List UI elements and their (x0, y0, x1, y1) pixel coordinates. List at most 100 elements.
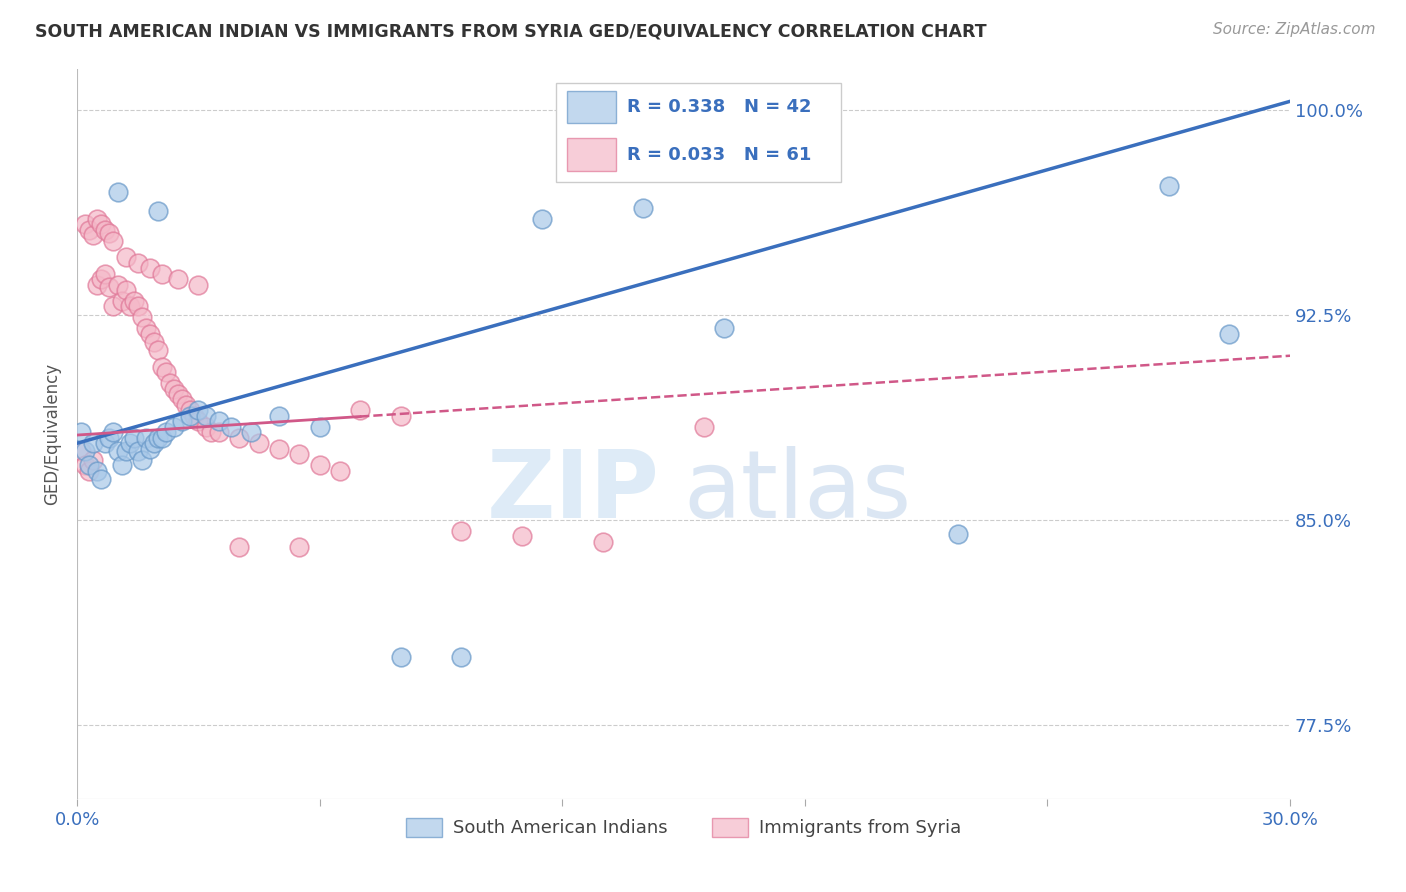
Point (107, 444, 129, 458)
Point (172, 414, 194, 428)
Point (450, 524, 472, 538)
Point (107, 185, 129, 199)
Point (122, 293, 145, 308)
Point (167, 272, 190, 286)
Point (948, 526, 970, 541)
Point (693, 420, 716, 434)
Point (163, 382, 186, 396)
Point (90, 472, 112, 486)
Point (122, 431, 145, 445)
Point (308, 420, 330, 434)
Point (70, 425, 93, 440)
Point (163, 420, 186, 434)
Point (247, 436, 270, 450)
Point (1218, 326, 1240, 341)
Point (450, 649, 472, 664)
Text: R = 0.033   N = 61: R = 0.033 N = 61 (627, 145, 811, 163)
Point (118, 300, 141, 314)
Point (114, 283, 136, 297)
Point (86, 277, 108, 292)
FancyBboxPatch shape (567, 138, 616, 170)
Legend: South American Indians, Immigrants from Syria: South American Indians, Immigrants from … (398, 811, 969, 845)
Point (155, 425, 177, 440)
Point (1157, 179, 1180, 194)
Point (228, 431, 250, 445)
Point (98, 226, 121, 240)
Point (98, 280, 121, 294)
Point (82, 228, 104, 243)
Point (200, 425, 222, 440)
Point (150, 267, 173, 281)
Point (219, 420, 242, 434)
Point (82, 452, 104, 467)
Point (103, 300, 125, 314)
Point (94, 436, 117, 450)
Point (329, 464, 352, 478)
Point (150, 431, 173, 445)
Point (207, 414, 229, 428)
Point (146, 431, 169, 445)
Point (159, 376, 181, 390)
Point (82, 436, 104, 450)
Point (77, 464, 100, 478)
Point (75, 444, 97, 458)
Point (389, 409, 412, 423)
Text: SOUTH AMERICAN INDIAN VS IMMIGRANTS FROM SYRIA GED/EQUIVALENCY CORRELATION CHART: SOUTH AMERICAN INDIAN VS IMMIGRANTS FROM… (35, 22, 987, 40)
Point (75, 458, 97, 472)
Point (118, 436, 141, 450)
Point (86, 211, 108, 226)
Point (77, 458, 100, 472)
Point (187, 414, 209, 428)
Point (103, 234, 125, 248)
Point (142, 436, 165, 450)
Point (510, 529, 533, 543)
Point (288, 447, 311, 461)
Point (139, 326, 162, 341)
Point (142, 334, 165, 349)
Point (592, 534, 614, 549)
Text: Source: ZipAtlas.com: Source: ZipAtlas.com (1212, 22, 1375, 37)
Point (631, 201, 654, 215)
FancyBboxPatch shape (557, 83, 841, 182)
Point (172, 392, 194, 407)
Point (146, 203, 169, 218)
Point (114, 444, 136, 458)
Point (127, 256, 149, 270)
Point (269, 442, 291, 456)
Point (77, 223, 100, 237)
Point (228, 540, 250, 554)
Point (90, 218, 112, 232)
Point (167, 387, 190, 401)
Point (90, 272, 112, 286)
Point (131, 310, 153, 325)
Y-axis label: GED/Equivalency: GED/Equivalency (44, 363, 60, 505)
Point (187, 277, 209, 292)
Point (127, 300, 149, 314)
Point (107, 277, 129, 292)
Point (195, 420, 218, 434)
Point (531, 211, 554, 226)
Point (179, 403, 201, 417)
Point (98, 431, 121, 445)
Point (139, 261, 162, 276)
Point (75, 218, 97, 232)
Point (103, 425, 125, 440)
FancyBboxPatch shape (567, 91, 616, 123)
Point (135, 321, 157, 335)
Point (94, 223, 117, 237)
Point (349, 403, 371, 417)
Point (70, 444, 93, 458)
Point (146, 343, 169, 358)
Point (114, 250, 136, 264)
Point (86, 464, 108, 478)
Point (713, 321, 735, 335)
Point (94, 267, 117, 281)
Point (150, 359, 173, 374)
Point (389, 649, 412, 664)
Text: atlas: atlas (683, 446, 912, 538)
Point (174, 398, 197, 412)
Point (288, 540, 311, 554)
Point (308, 458, 330, 472)
Point (183, 409, 205, 423)
Point (131, 452, 153, 467)
